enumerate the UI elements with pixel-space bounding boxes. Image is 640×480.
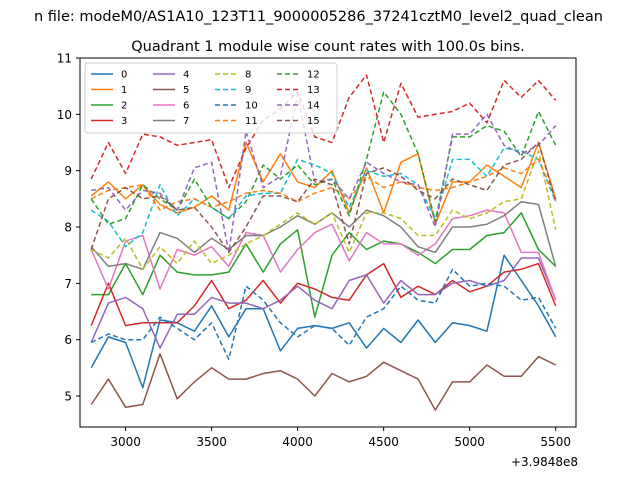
axis-x-offset-label: +3.9848e8 (511, 455, 578, 469)
legend-label-15: 15 (307, 116, 320, 127)
legend-label-10: 10 (245, 101, 258, 112)
legend-label-3: 3 (121, 116, 127, 127)
y-tick-label: 9 (64, 164, 72, 178)
legend-label-13: 13 (307, 85, 320, 96)
legend-label-7: 7 (183, 116, 189, 127)
series-line-4 (90, 257, 557, 349)
legend-label-12: 12 (307, 70, 320, 81)
x-tick-label: 3000 (110, 435, 141, 449)
y-tick-label: 11 (57, 52, 72, 66)
x-tick-label: 3500 (196, 435, 227, 449)
x-tick-label: 5500 (540, 435, 571, 449)
legend-label-8: 8 (245, 70, 251, 81)
y-tick-label: 10 (57, 108, 72, 122)
legend-label-0: 0 (121, 70, 127, 81)
legend-label-6: 6 (183, 101, 189, 112)
x-tick-label: 4000 (282, 435, 313, 449)
series-line-15 (90, 141, 557, 254)
legend-box (84, 62, 338, 134)
x-tick-label: 4500 (368, 435, 399, 449)
y-tick-label: 7 (64, 277, 72, 291)
legend-label-1: 1 (121, 85, 127, 96)
legend-label-11: 11 (245, 116, 258, 127)
series-line-14 (91, 93, 557, 254)
series-line-6 (90, 209, 557, 301)
series-line-13 (90, 74, 557, 189)
y-tick-label: 8 (64, 221, 72, 235)
series-line-2 (91, 212, 557, 318)
plot-area-frame (79, 57, 577, 428)
figure-suptitle: n file: modeM0/AS1A10_123T11_9000005286_… (34, 9, 603, 25)
series-layer (90, 74, 557, 411)
legend-label-4: 4 (183, 70, 189, 81)
legend-label-9: 9 (245, 85, 251, 96)
series-line-5 (90, 353, 557, 411)
series-line-1 (90, 141, 557, 225)
y-tick-label: 6 (64, 333, 72, 347)
series-line-8 (90, 150, 557, 271)
series-line-11 (90, 158, 557, 211)
legend-label-2: 2 (121, 101, 127, 112)
chart-title: Quadrant 1 module wise count rates with … (131, 39, 525, 55)
y-tick-label: 5 (64, 390, 72, 404)
x-tick-label: 5000 (454, 435, 485, 449)
series-line-0 (90, 254, 557, 389)
series-line-3 (90, 262, 557, 327)
series-line-9 (90, 147, 557, 248)
legend-label-5: 5 (183, 85, 189, 96)
legend-label-14: 14 (307, 101, 320, 112)
